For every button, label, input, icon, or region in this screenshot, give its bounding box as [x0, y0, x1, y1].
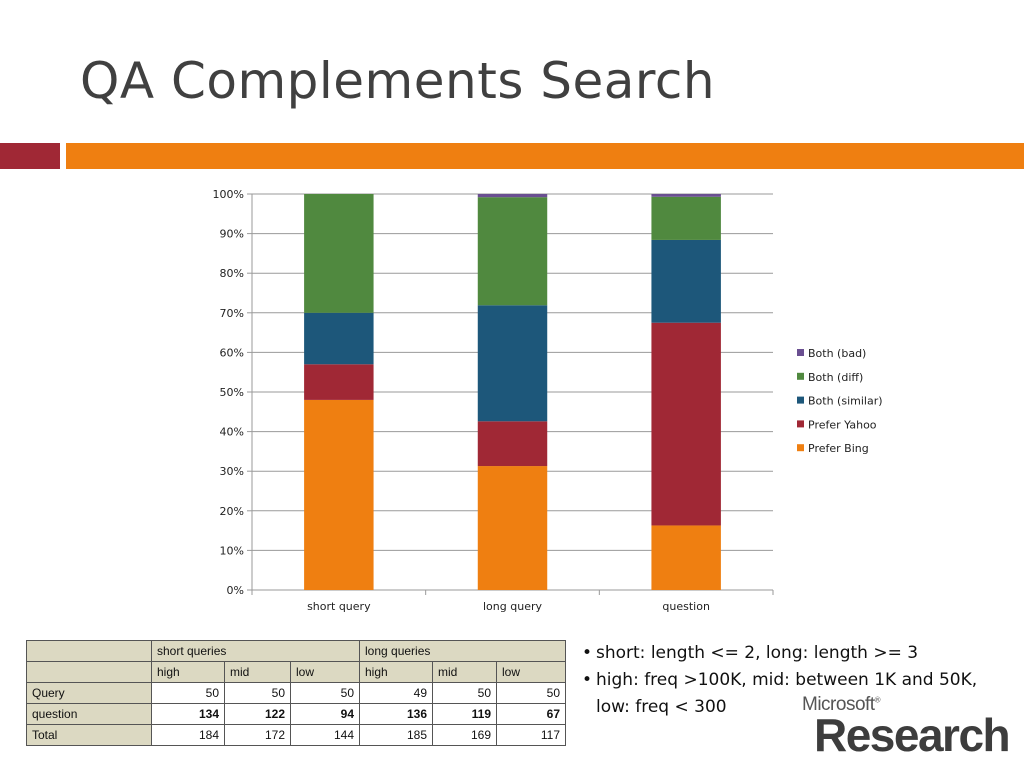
table-row: question 134 122 94 136 119 67 — [26, 703, 566, 725]
x-tick-label: long query — [483, 600, 542, 613]
table-row-label: Total — [26, 724, 152, 746]
y-tick-label: 40% — [220, 426, 244, 439]
logo-microsoft-text: Microsoft® — [802, 694, 881, 716]
stacked-bar-chart: 0% 10% 20% 30% 40% 50% 60% 70% 80% 90% 100% short q… — [213, 188, 883, 613]
logo-research-text: Research — [814, 709, 1011, 761]
table-row-label: question — [26, 703, 152, 725]
accent-bar-left — [0, 143, 60, 169]
y-tick-label: 10% — [220, 544, 244, 557]
table-cell: 169 — [432, 724, 497, 746]
bar-segment — [477, 466, 548, 590]
legend-swatch — [797, 349, 804, 356]
legend-label: Prefer Bing — [808, 442, 869, 455]
slide-title: QA Complements Search — [80, 52, 716, 110]
table-cell: 122 — [224, 703, 291, 725]
x-tick-label: question — [662, 600, 710, 613]
table-corner-cell — [26, 640, 152, 662]
table-cell: 184 — [151, 724, 225, 746]
table-subheader: high — [151, 661, 225, 683]
table-subheader: low — [496, 661, 566, 683]
y-tick-label: 80% — [220, 267, 244, 280]
y-tick-label: 90% — [220, 228, 244, 241]
table-cell: 134 — [151, 703, 225, 725]
logo-microsoft-word: Microsoft — [802, 694, 875, 715]
x-tick-label: short query — [307, 600, 371, 613]
bar-segment — [651, 239, 721, 323]
bar-segment — [304, 194, 374, 313]
table-cell: 49 — [359, 682, 433, 704]
table-cell: 50 — [496, 682, 566, 704]
y-tick-label: 100% — [213, 188, 244, 201]
table-cell: 50 — [432, 682, 497, 704]
bar-segment — [651, 322, 721, 526]
table-cell: 172 — [224, 724, 291, 746]
legend-swatch — [797, 396, 804, 404]
definitions-notes: short: length <= 2, long: length >= 3 hi… — [582, 640, 977, 721]
note-length-definition: short: length <= 2, long: length >= 3 — [582, 640, 977, 667]
table-subheader: high — [359, 661, 433, 683]
y-tick-label: 0% — [227, 584, 244, 597]
legend-swatch — [797, 372, 804, 380]
accent-bar-right — [66, 143, 1024, 169]
table-row: Query 50 50 50 49 50 50 — [26, 682, 566, 704]
y-tick-label: 70% — [220, 307, 244, 320]
table-subheader: mid — [432, 661, 497, 683]
bar-segment — [651, 194, 721, 197]
table-cell: 136 — [359, 703, 433, 725]
bar-segment — [304, 312, 374, 365]
table-cell: 50 — [290, 682, 360, 704]
table-cell: 67 — [496, 703, 566, 725]
bar-segment — [477, 305, 548, 422]
logo-registered-mark: ® — [874, 695, 881, 705]
y-tick-label: 60% — [220, 346, 244, 359]
legend-swatch — [797, 420, 804, 428]
table-subheader: low — [290, 661, 360, 683]
table-cell: 94 — [290, 703, 360, 725]
bar-segment — [477, 421, 548, 467]
legend-label: Both (bad) — [808, 347, 866, 360]
bar-segment — [304, 364, 374, 400]
table-group-header-row: short queries long queries — [26, 640, 566, 662]
table-subheader: mid — [224, 661, 291, 683]
y-tick-label: 30% — [220, 465, 244, 478]
table-row: Total 184 172 144 185 169 117 — [26, 724, 566, 746]
bar-segment — [477, 197, 548, 306]
microsoft-research-logo: Microsoft® Research — [802, 694, 1012, 764]
note-frequency-definition: high: freq >100K, mid: between 1K and 50… — [582, 667, 977, 694]
y-tick-label: 50% — [220, 386, 244, 399]
y-tick-label: 20% — [220, 505, 244, 518]
table-cell: 185 — [359, 724, 433, 746]
bar-segment — [651, 525, 721, 590]
table-group-short: short queries — [151, 640, 360, 662]
table-subheader-row: high mid low high mid low — [26, 661, 566, 683]
bar-segment — [651, 196, 721, 240]
legend-swatch — [797, 444, 804, 452]
table-group-long: long queries — [359, 640, 566, 662]
table-cell: 119 — [432, 703, 497, 725]
legend-label: Both (similar) — [808, 395, 883, 408]
note-frequency-continued: low: freq < 300 — [596, 697, 727, 717]
table-cell: 50 — [151, 682, 225, 704]
table-corner-cell — [26, 661, 152, 683]
table-cell: 50 — [224, 682, 291, 704]
legend-label: Prefer Yahoo — [808, 418, 877, 431]
bar-segment — [304, 399, 374, 590]
table-row-label: Query — [26, 682, 152, 704]
query-frequency-table: short queries long queries high mid low … — [26, 640, 566, 746]
table-cell: 117 — [496, 724, 566, 746]
legend-label: Both (diff) — [808, 371, 863, 384]
bar-segment — [477, 194, 548, 198]
table-cell: 144 — [290, 724, 360, 746]
